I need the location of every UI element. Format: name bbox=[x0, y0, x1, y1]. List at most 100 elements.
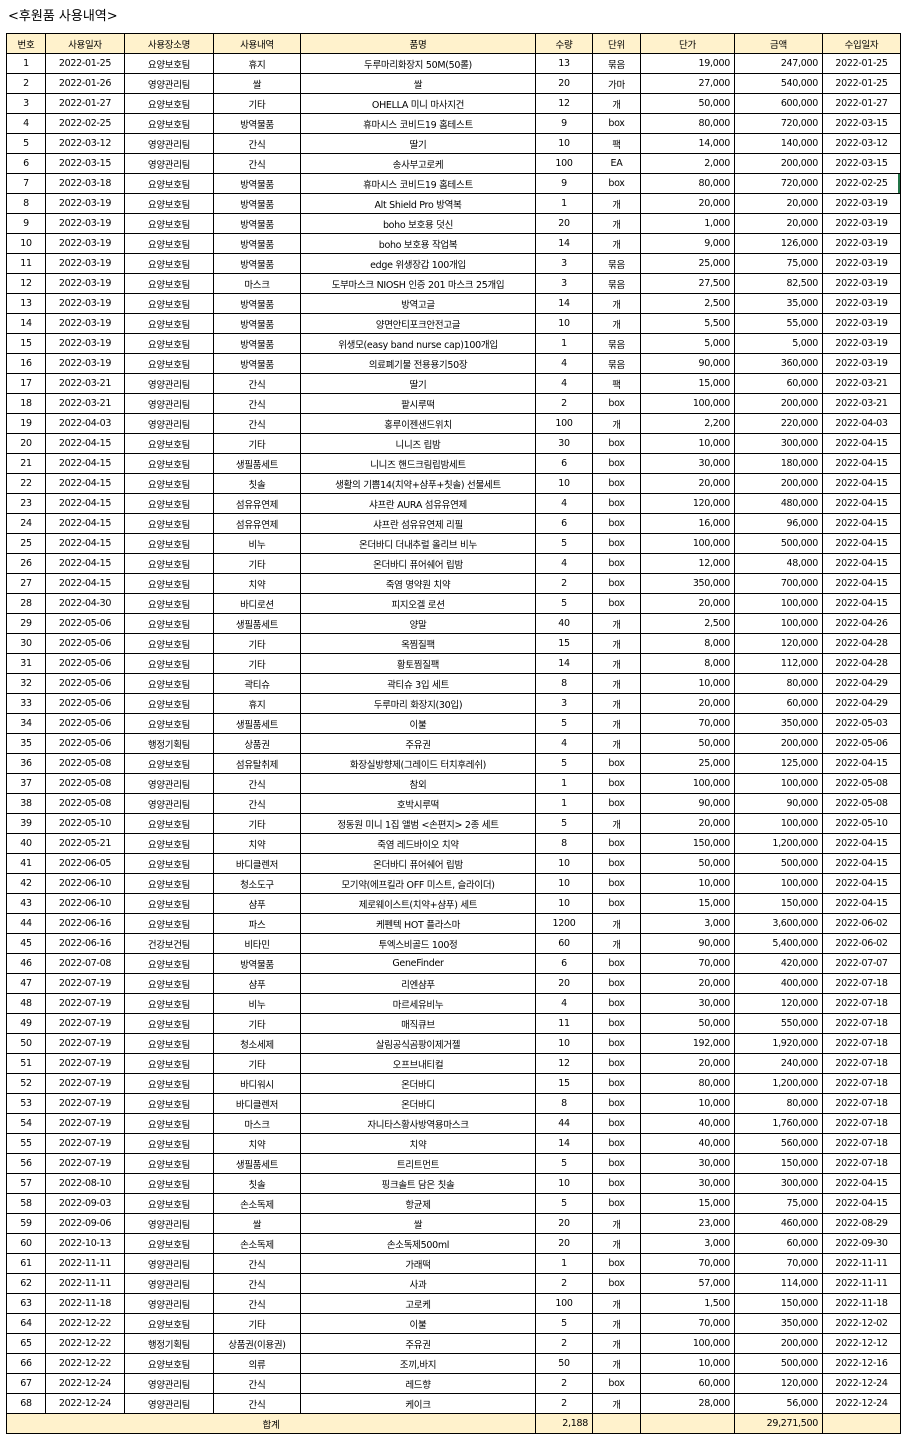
cell-item-name[interactable]: 휴마시스 코비드19 홈테스트 bbox=[300, 173, 536, 194]
cell-use-date[interactable]: 2022-03-21 bbox=[45, 373, 125, 394]
cell-quantity[interactable]: 8 bbox=[535, 1093, 593, 1114]
cell-unit-price[interactable]: 10,000 bbox=[640, 1093, 735, 1114]
cell-item-name[interactable]: 두루마리 화장지(30입) bbox=[300, 693, 536, 714]
cell-location[interactable]: 요양보호팀 bbox=[124, 1193, 214, 1214]
cell-receipt-date[interactable]: 2022-07-18 bbox=[822, 1113, 901, 1134]
cell-amount[interactable]: 700,000 bbox=[734, 573, 823, 594]
cell-item-name[interactable]: 딸기 bbox=[300, 373, 536, 394]
cell-item-name[interactable]: 이불 bbox=[300, 713, 536, 734]
cell-use-date[interactable]: 2022-07-19 bbox=[45, 1013, 125, 1034]
cell-location[interactable]: 요양보호팀 bbox=[124, 1133, 214, 1154]
cell-amount[interactable]: 180,000 bbox=[734, 453, 823, 474]
cell-receipt-date[interactable]: 2022-01-25 bbox=[822, 73, 901, 94]
cell-use-date[interactable]: 2022-07-19 bbox=[45, 1073, 125, 1094]
cell-item-name[interactable]: 쌀 bbox=[300, 73, 536, 94]
cell-use-date[interactable]: 2022-10-13 bbox=[45, 1233, 125, 1254]
cell-location[interactable]: 요양보호팀 bbox=[124, 593, 214, 614]
cell-amount[interactable]: 720,000 bbox=[734, 113, 823, 134]
cell-usage-type[interactable]: 바디워시 bbox=[213, 1073, 301, 1094]
cell-location[interactable]: 요양보호팀 bbox=[124, 613, 214, 634]
cell-no[interactable]: 11 bbox=[6, 253, 46, 274]
cell-quantity[interactable]: 2 bbox=[535, 1333, 593, 1354]
cell-item-name[interactable]: 치약 bbox=[300, 1133, 536, 1154]
cell-receipt-date[interactable]: 2022-05-10 bbox=[822, 813, 901, 834]
cell-no[interactable]: 5 bbox=[6, 133, 46, 154]
cell-quantity[interactable]: 5 bbox=[535, 593, 593, 614]
cell-receipt-date[interactable]: 2022-04-15 bbox=[822, 893, 901, 914]
cell-no[interactable]: 7 bbox=[6, 173, 46, 194]
cell-unit-price[interactable]: 120,000 bbox=[640, 493, 735, 514]
cell-unit-price[interactable]: 100,000 bbox=[640, 533, 735, 554]
cell-receipt-date[interactable]: 2022-03-19 bbox=[822, 293, 901, 314]
cell-amount[interactable]: 500,000 bbox=[734, 853, 823, 874]
cell-amount[interactable]: 120,000 bbox=[734, 993, 823, 1014]
cell-unit[interactable]: 개 bbox=[592, 813, 641, 834]
cell-use-date[interactable]: 2022-12-22 bbox=[45, 1313, 125, 1334]
cell-no[interactable]: 32 bbox=[6, 673, 46, 694]
cell-unit[interactable]: 개 bbox=[592, 933, 641, 954]
cell-item-name[interactable]: 온더바디 bbox=[300, 1093, 536, 1114]
cell-unit[interactable]: 묶음 bbox=[592, 333, 641, 354]
cell-quantity[interactable]: 10 bbox=[535, 873, 593, 894]
cell-no[interactable]: 60 bbox=[6, 1233, 46, 1254]
cell-location[interactable]: 요양보호팀 bbox=[124, 1313, 214, 1334]
cell-no[interactable]: 8 bbox=[6, 193, 46, 214]
cell-receipt-date[interactable]: 2022-07-18 bbox=[822, 1133, 901, 1154]
cell-amount[interactable]: 150,000 bbox=[734, 1153, 823, 1174]
cell-no[interactable]: 24 bbox=[6, 513, 46, 534]
cell-no[interactable]: 35 bbox=[6, 733, 46, 754]
cell-use-date[interactable]: 2022-04-03 bbox=[45, 413, 125, 434]
cell-receipt-date[interactable]: 2022-03-19 bbox=[822, 313, 901, 334]
cell-receipt-date[interactable]: 2022-07-18 bbox=[822, 1053, 901, 1074]
cell-no[interactable]: 56 bbox=[6, 1153, 46, 1174]
cell-unit[interactable]: box bbox=[592, 1173, 641, 1194]
cell-unit-price[interactable]: 30,000 bbox=[640, 1153, 735, 1174]
cell-no[interactable]: 50 bbox=[6, 1033, 46, 1054]
cell-receipt-date[interactable]: 2022-02-25 bbox=[822, 173, 901, 194]
cell-usage-type[interactable]: 비누 bbox=[213, 993, 301, 1014]
cell-unit[interactable]: box bbox=[592, 893, 641, 914]
cell-unit-price[interactable]: 15,000 bbox=[640, 893, 735, 914]
cell-receipt-date[interactable]: 2022-11-11 bbox=[822, 1253, 901, 1274]
cell-quantity[interactable]: 5 bbox=[535, 753, 593, 774]
cell-unit-price[interactable]: 20,000 bbox=[640, 193, 735, 214]
cell-location[interactable]: 요양보호팀 bbox=[124, 853, 214, 874]
cell-amount[interactable]: 60,000 bbox=[734, 693, 823, 714]
cell-location[interactable]: 요양보호팀 bbox=[124, 813, 214, 834]
cell-amount[interactable]: 500,000 bbox=[734, 1353, 823, 1374]
cell-usage-type[interactable]: 곽티슈 bbox=[213, 673, 301, 694]
cell-unit[interactable]: 개 bbox=[592, 93, 641, 114]
cell-amount[interactable]: 550,000 bbox=[734, 1013, 823, 1034]
cell-unit[interactable]: box bbox=[592, 1053, 641, 1074]
cell-item-name[interactable]: 투엑스비골드 100정 bbox=[300, 933, 536, 954]
cell-usage-type[interactable]: 간식 bbox=[213, 793, 301, 814]
cell-quantity[interactable]: 14 bbox=[535, 233, 593, 254]
cell-usage-type[interactable]: 간식 bbox=[213, 133, 301, 154]
cell-usage-type[interactable]: 기타 bbox=[213, 93, 301, 114]
cell-usage-type[interactable]: 방역물품 bbox=[213, 333, 301, 354]
cell-amount[interactable]: 80,000 bbox=[734, 673, 823, 694]
cell-unit[interactable]: 개 bbox=[592, 913, 641, 934]
cell-unit-price[interactable]: 1,000 bbox=[640, 213, 735, 234]
cell-item-name[interactable]: 조끼,바지 bbox=[300, 1353, 536, 1374]
cell-quantity[interactable]: 20 bbox=[535, 1233, 593, 1254]
cell-receipt-date[interactable]: 2022-12-12 bbox=[822, 1333, 901, 1354]
cell-item-name[interactable]: 도부마스크 NIOSH 인증 201 마스크 25개입 bbox=[300, 273, 536, 294]
cell-location[interactable]: 요양보호팀 bbox=[124, 533, 214, 554]
cell-quantity[interactable]: 4 bbox=[535, 353, 593, 374]
cell-unit-price[interactable]: 19,000 bbox=[640, 53, 735, 74]
cell-unit-price[interactable]: 2,500 bbox=[640, 613, 735, 634]
header-usage-type[interactable]: 사용내역 bbox=[213, 33, 301, 54]
cell-unit[interactable]: box bbox=[592, 1273, 641, 1294]
cell-usage-type[interactable]: 기타 bbox=[213, 1313, 301, 1334]
cell-location[interactable]: 영양관리팀 bbox=[124, 1373, 214, 1394]
cell-unit[interactable]: 개 bbox=[592, 1313, 641, 1334]
cell-amount[interactable]: 140,000 bbox=[734, 133, 823, 154]
cell-unit-price[interactable]: 40,000 bbox=[640, 1133, 735, 1154]
cell-amount[interactable]: 200,000 bbox=[734, 393, 823, 414]
cell-amount[interactable]: 400,000 bbox=[734, 973, 823, 994]
cell-amount[interactable]: 200,000 bbox=[734, 733, 823, 754]
cell-item-name[interactable]: OHELLA 미니 마사지건 bbox=[300, 93, 536, 114]
cell-receipt-date[interactable]: 2022-04-15 bbox=[822, 753, 901, 774]
cell-location[interactable]: 요양보호팀 bbox=[124, 213, 214, 234]
